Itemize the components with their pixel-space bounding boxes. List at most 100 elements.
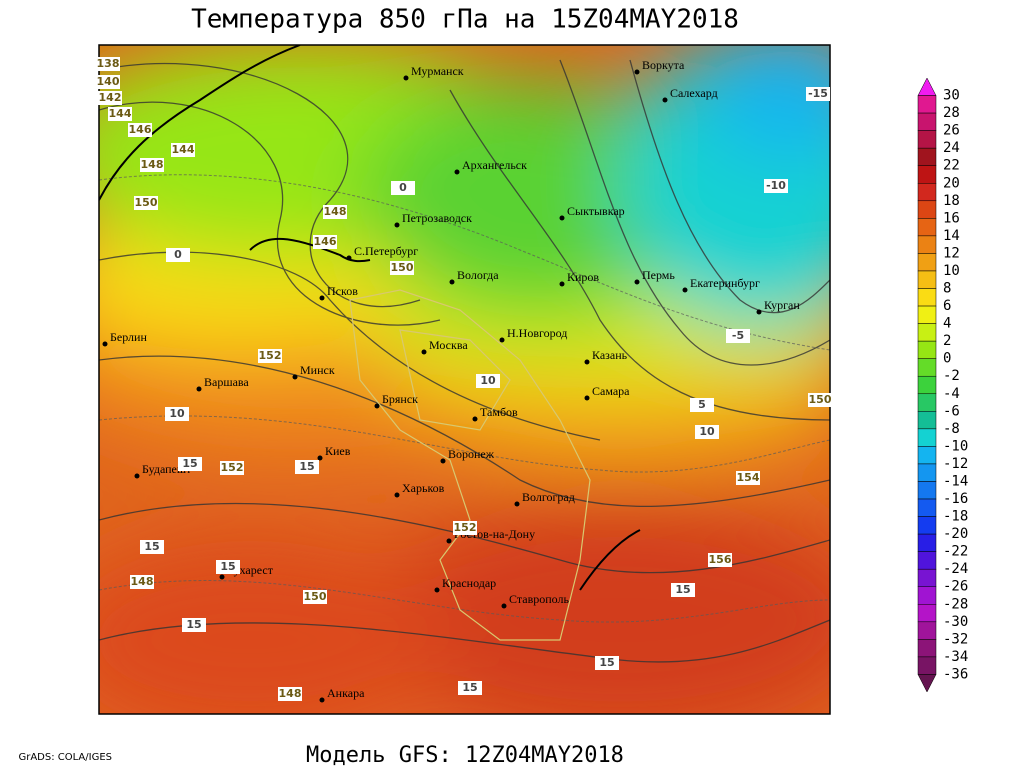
contour-label: 146 [314,235,337,248]
colorbar-band [917,463,937,482]
contour-label-box [323,205,347,219]
city-dot [374,403,380,409]
isohypses [99,59,830,663]
map-field [99,45,830,714]
colorbar-band [917,656,937,675]
contour-label-box [216,560,240,574]
city-label: Киев [325,444,351,458]
colorbar-label: 28 [943,105,960,121]
contour-label: 15 [462,681,477,694]
colorbar-band [917,288,937,307]
colorbar-label: -14 [943,473,968,489]
region-borders [349,289,591,641]
city-dot [394,222,400,228]
city-dot [559,281,565,287]
colorbar-band [917,323,937,342]
contour-label: -10 [766,179,786,192]
colorbar-band [917,411,937,430]
contour-label-box [171,143,195,157]
colorbar-label: -28 [943,596,968,612]
colorbar-band [917,516,937,535]
city-label: Краснодар [442,576,496,590]
contour-label: 154 [737,471,760,484]
colorbar-label: 30 [943,88,960,104]
contour-label: 150 [391,261,414,274]
coastlines [99,45,641,591]
contour-label: 152 [454,521,477,534]
colorbar-label: -10 [943,438,968,454]
colorbar-band [917,270,937,289]
contour-label-box [458,681,482,695]
colorbar-label: -22 [943,544,968,560]
contour-label: 140 [97,75,120,88]
colorbar-band [917,340,937,359]
colorbar-band [917,481,937,500]
colorbar-label: 2 [943,333,951,349]
colorbar-label: 26 [943,123,960,139]
city-dot [559,215,565,221]
city-label: Минск [300,363,335,377]
city-label: Петрозаводск [402,211,472,225]
city-label: Сыктывкар [567,204,625,218]
city-dot [394,492,400,498]
contour-label-box [178,457,202,471]
city-dot [319,697,325,703]
city-dot [102,341,108,347]
city-label: Москва [429,338,468,352]
contour-label-box [220,461,244,475]
colorbar-band [917,305,937,324]
contour-label: 148 [324,205,347,218]
contour-label-box [690,398,714,412]
colorbar-band [917,533,937,552]
city-dot [196,386,202,392]
colorbar-label: -24 [943,561,968,577]
contour-label: 15 [299,460,314,473]
colorbar-cap [917,674,937,693]
colorbar-label: 8 [943,281,951,297]
colorbar-label: 10 [943,263,960,279]
city-dot [756,309,762,315]
city-dot [421,349,427,355]
city-layer: Мурманск Воркута Салехард Архангельск Петроз… [102,58,800,703]
colorbar-band [917,586,937,605]
colorbar-label: 16 [943,210,960,226]
contour-label-box [391,181,415,195]
contour-label-box [278,687,302,701]
city-dot [584,359,590,365]
city-label: Воронеж [448,447,495,461]
colorbar-label: -18 [943,509,968,525]
contour-label: 15 [182,457,197,470]
contour-label-box [726,329,750,343]
city-dot [317,455,323,461]
contour-label: 156 [709,553,732,566]
colorbar-label: 18 [943,193,960,209]
contour-label-layer: 1381401421441461481501441461481501521521… [96,57,832,701]
contour-label: 15 [220,560,235,573]
city-label: Брянск [382,392,418,406]
contour-label-box [595,656,619,670]
colorbar-label: 24 [943,140,960,156]
colorbar-band [917,621,937,640]
map-frame [98,44,831,715]
colorbar-band [917,428,937,447]
colorbar-label: 12 [943,245,960,261]
city-dot [219,574,225,580]
contour-label-box [96,57,120,71]
city-label: Варшава [204,375,249,389]
colorbar-label: 22 [943,158,960,174]
city-dot [134,473,140,479]
colorbar-cap [917,77,937,96]
colorbar-band [917,639,937,658]
city-label: Пермь [642,268,675,282]
city-dot [634,279,640,285]
colorbar-band [917,183,937,202]
contour-label: 148 [279,687,302,700]
colorbar-band [917,130,937,149]
contour-label: 150 [135,196,158,209]
contour-label: 10 [169,407,185,420]
contour-label: 148 [131,575,154,588]
contour-label-box [736,471,760,485]
colorbar-label: 0 [943,351,951,367]
city-label: Архангельск [462,158,527,172]
